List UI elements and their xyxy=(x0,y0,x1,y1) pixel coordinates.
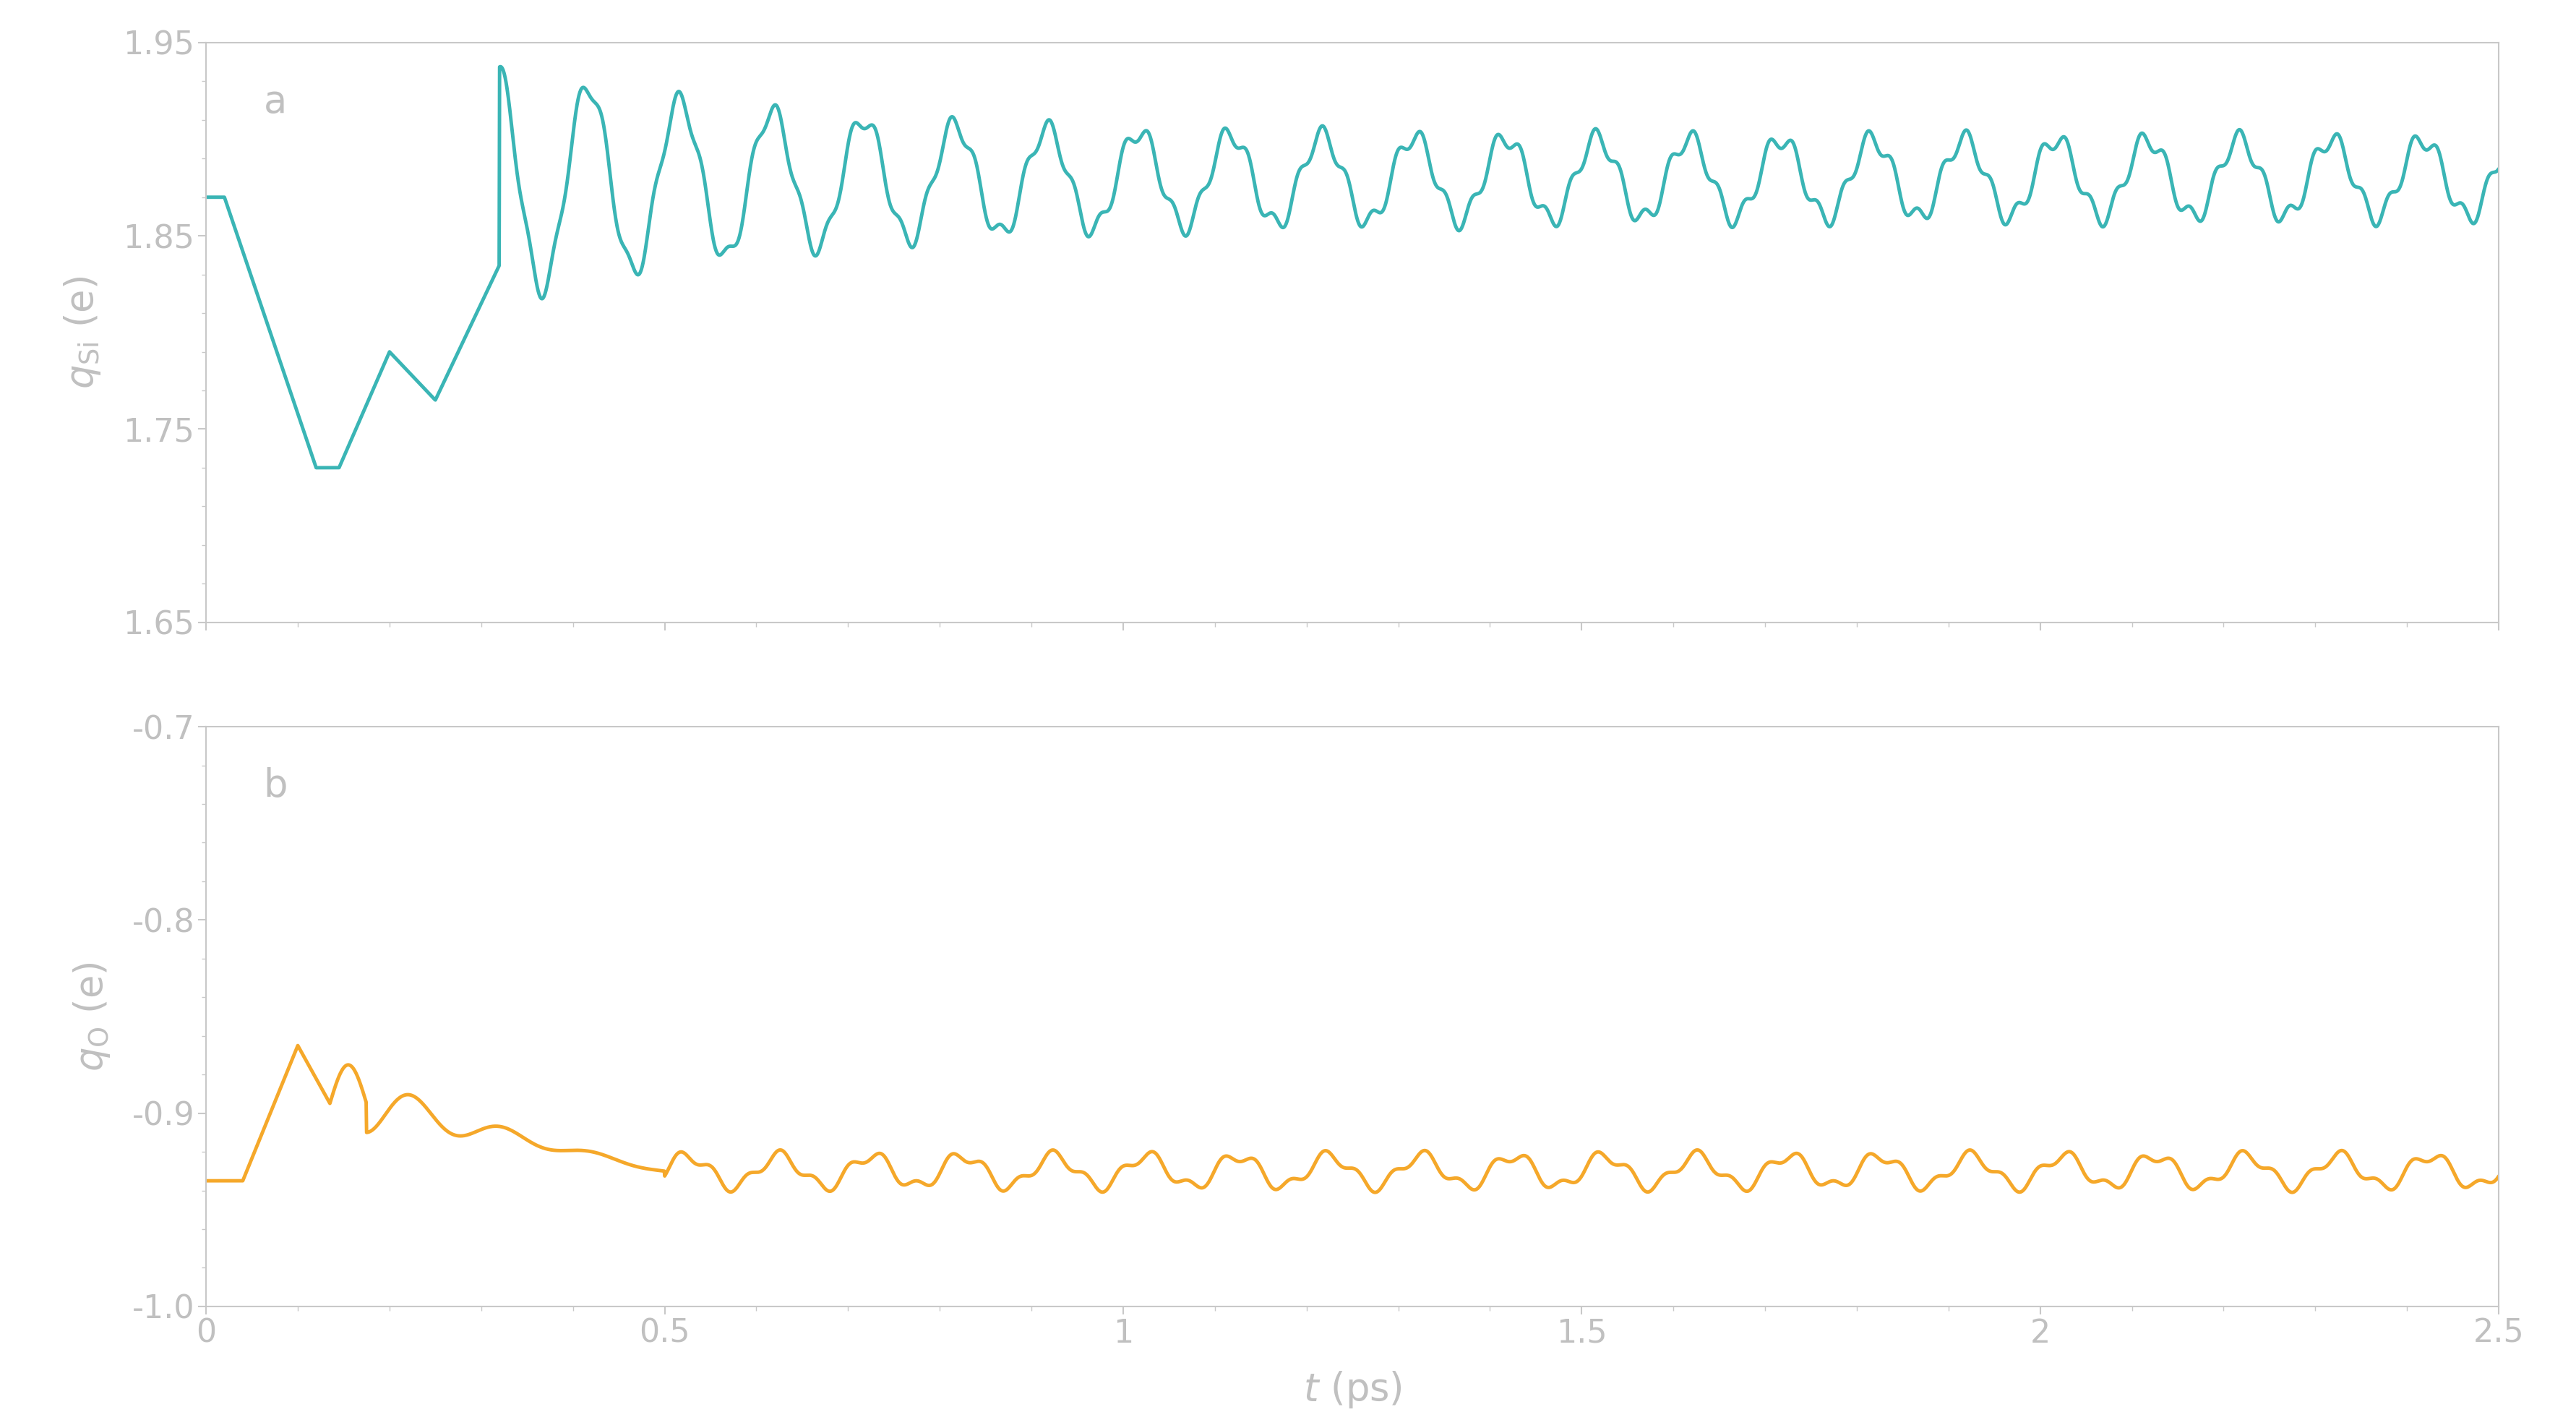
X-axis label: $t$ (ps): $t$ (ps) xyxy=(1303,1369,1401,1410)
Text: a: a xyxy=(263,84,286,121)
Text: b: b xyxy=(263,767,289,805)
Y-axis label: $q_{\mathrm{O}}$ (e): $q_{\mathrm{O}}$ (e) xyxy=(72,961,111,1072)
Y-axis label: $q_{\mathrm{Si}}$ (e): $q_{\mathrm{Si}}$ (e) xyxy=(62,275,103,389)
